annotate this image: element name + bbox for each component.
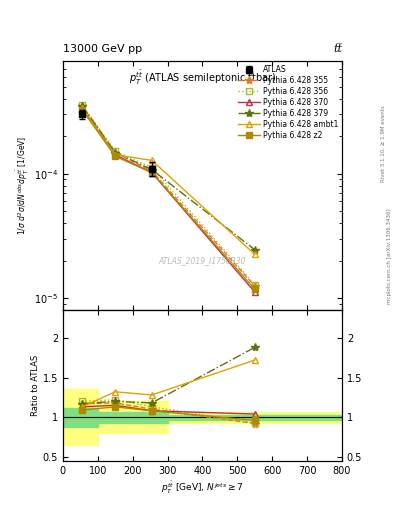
Pythia 6.428 379 (80, 103, 84, 109)
Pythia 6.428 370 (149, 169, 154, 176)
Pythia 6.428 ambt1 (80, 105, 84, 111)
Text: Rivet 3.1.10, ≥ 1.9M events: Rivet 3.1.10, ≥ 1.9M events (381, 105, 386, 182)
Text: $p_T^{t\bar{t}}$ (ATLAS semileptonic ttbar): $p_T^{t\bar{t}}$ (ATLAS semileptonic ttb… (129, 69, 276, 87)
Text: tt̅: tt̅ (333, 44, 342, 54)
Line: Pythia 6.428 379: Pythia 6.428 379 (78, 101, 259, 254)
Pythia 6.428 370 (113, 152, 118, 158)
Pythia 6.428 356 (113, 148, 118, 154)
X-axis label: $p^{t\bar{t}}_T$ [GeV], $N^{jets}\geq 7$: $p^{t\bar{t}}_T$ [GeV], $N^{jets}\geq 7$ (161, 480, 244, 496)
Pythia 6.428 379 (113, 150, 118, 156)
Pythia 6.428 356 (252, 282, 257, 288)
Text: 13000 GeV pp: 13000 GeV pp (63, 44, 142, 54)
Y-axis label: $1/\sigma\;d^2\sigma/dN^{obs}dp^{t\bar{t}}_T$ [1/GeV]: $1/\sigma\;d^2\sigma/dN^{obs}dp^{t\bar{t… (15, 136, 31, 236)
Pythia 6.428 370 (252, 289, 257, 295)
Line: Pythia 6.428 370: Pythia 6.428 370 (79, 105, 257, 295)
Pythia 6.428 z2 (252, 286, 257, 292)
Line: Pythia 6.428 z2: Pythia 6.428 z2 (79, 107, 257, 292)
Line: Pythia 6.428 355: Pythia 6.428 355 (78, 102, 259, 290)
Pythia 6.428 379 (149, 166, 154, 173)
Pythia 6.428 355 (149, 168, 154, 174)
Pythia 6.428 ambt1 (149, 157, 154, 163)
Pythia 6.428 ambt1 (252, 251, 257, 258)
Pythia 6.428 355 (80, 103, 84, 109)
Pythia 6.428 370 (80, 105, 84, 111)
Text: ATLAS_2019_I1750330: ATLAS_2019_I1750330 (159, 256, 246, 265)
Pythia 6.428 355 (252, 283, 257, 289)
Pythia 6.428 355 (113, 150, 118, 156)
Pythia 6.428 356 (80, 101, 84, 108)
Pythia 6.428 z2 (80, 106, 84, 113)
Y-axis label: Ratio to ATLAS: Ratio to ATLAS (31, 355, 40, 416)
Pythia 6.428 356 (149, 164, 154, 170)
Text: mcplots.cern.ch [arXiv:1306.3436]: mcplots.cern.ch [arXiv:1306.3436] (387, 208, 391, 304)
Pythia 6.428 z2 (113, 153, 118, 159)
Line: Pythia 6.428 356: Pythia 6.428 356 (79, 102, 257, 288)
Pythia 6.428 ambt1 (113, 152, 118, 158)
Line: Pythia 6.428 ambt1: Pythia 6.428 ambt1 (79, 105, 257, 257)
Legend: ATLAS, Pythia 6.428 355, Pythia 6.428 356, Pythia 6.428 370, Pythia 6.428 379, P: ATLAS, Pythia 6.428 355, Pythia 6.428 35… (236, 63, 340, 142)
Pythia 6.428 379 (252, 247, 257, 253)
Pythia 6.428 z2 (149, 169, 154, 176)
